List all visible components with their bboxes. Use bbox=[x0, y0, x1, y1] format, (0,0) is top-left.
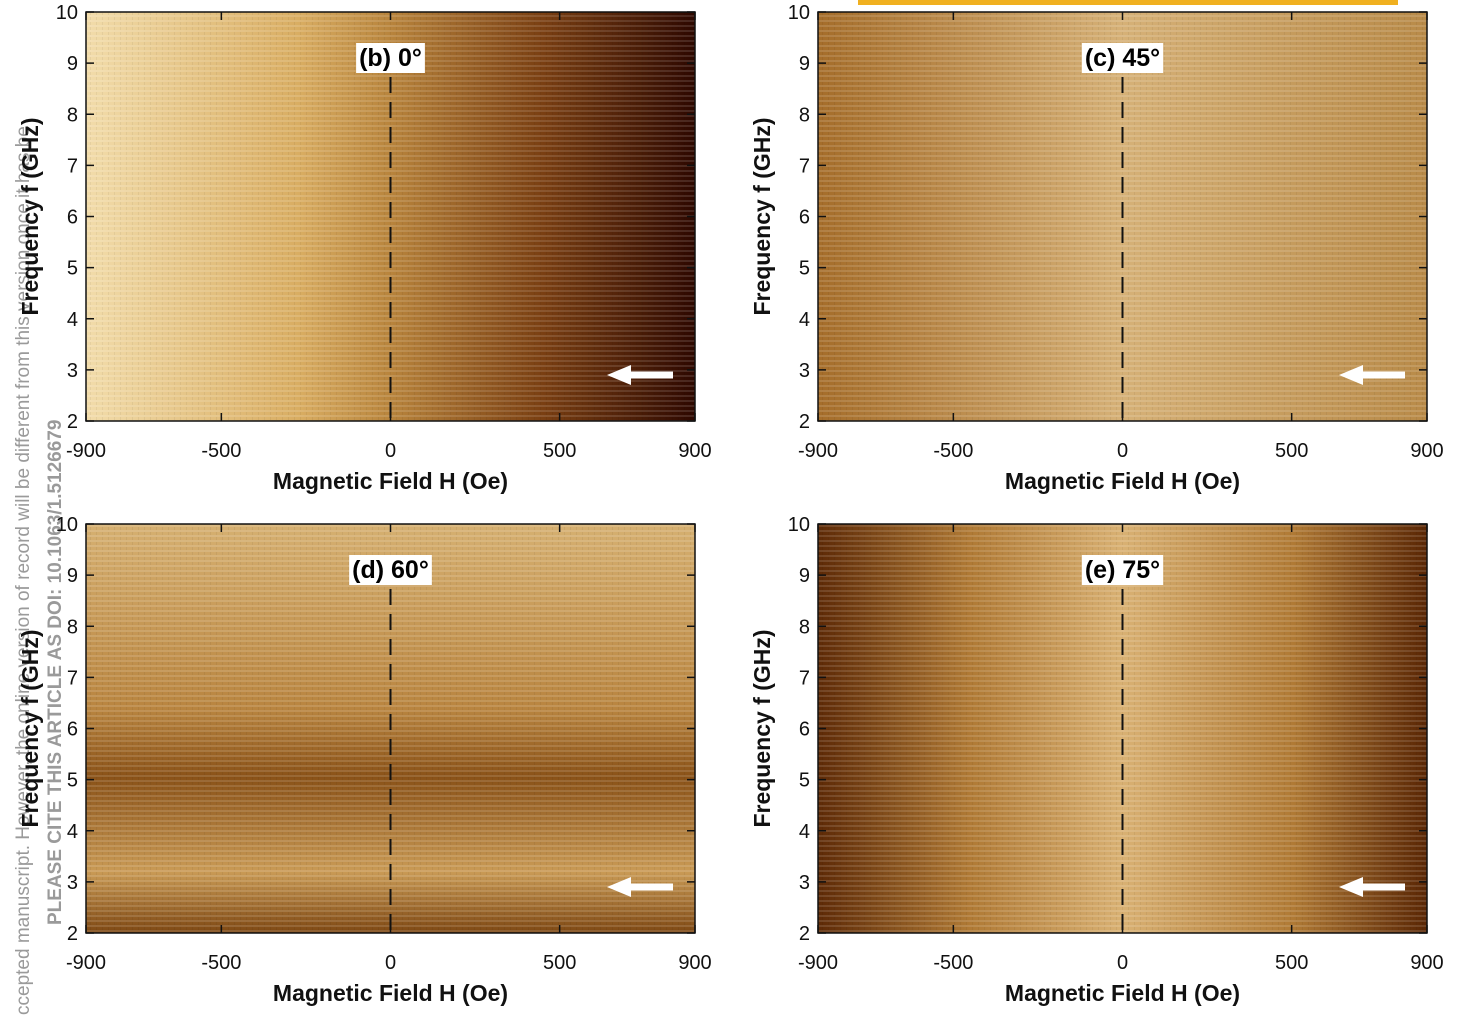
y-tick-label: 3 bbox=[67, 360, 78, 382]
x-tick-label: -900 bbox=[66, 440, 106, 462]
y-tick-label: 7 bbox=[799, 667, 810, 689]
y-tick-label: 4 bbox=[67, 821, 78, 843]
y-tick-label: 5 bbox=[799, 770, 810, 792]
cut-banner bbox=[858, 0, 1398, 5]
direction-arrowhead bbox=[607, 365, 631, 385]
y-tick-label: 2 bbox=[799, 411, 810, 433]
y-tick-label: 7 bbox=[799, 155, 810, 177]
x-tick-label: -500 bbox=[201, 440, 241, 462]
y-tick-label: 10 bbox=[788, 2, 810, 24]
y-tick-label: 6 bbox=[799, 719, 810, 741]
y-tick-label: 7 bbox=[67, 667, 78, 689]
x-axis-label: Magnetic Field H (Oe) bbox=[1005, 468, 1240, 494]
panel-title: (e) 75° bbox=[1085, 556, 1160, 584]
y-tick-label: 5 bbox=[67, 770, 78, 792]
direction-arrowhead bbox=[1339, 877, 1363, 897]
x-tick-label: 0 bbox=[385, 952, 396, 974]
y-tick-label: 9 bbox=[799, 53, 810, 75]
x-tick-label: -900 bbox=[66, 952, 106, 974]
y-tick-label: 5 bbox=[67, 258, 78, 280]
panel-title: (d) 60° bbox=[352, 556, 429, 584]
y-tick-label: 6 bbox=[67, 207, 78, 229]
y-axis-label: Frequency f (GHz) bbox=[17, 117, 43, 315]
x-tick-label: 900 bbox=[1410, 440, 1443, 462]
x-tick-label: 0 bbox=[1117, 952, 1128, 974]
x-axis-label: Magnetic Field H (Oe) bbox=[1005, 980, 1240, 1006]
x-axis-label: Magnetic Field H (Oe) bbox=[273, 468, 508, 494]
x-tick-label: 0 bbox=[1117, 440, 1128, 462]
x-tick-label: 900 bbox=[678, 440, 711, 462]
y-tick-label: 10 bbox=[56, 2, 78, 24]
x-tick-label: 500 bbox=[543, 440, 576, 462]
y-axis-label: Frequency f (GHz) bbox=[17, 629, 43, 827]
title-box bbox=[1081, 43, 1164, 73]
y-axis-label: Frequency f (GHz) bbox=[749, 629, 775, 827]
x-axis-label: Magnetic Field H (Oe) bbox=[273, 980, 508, 1006]
y-tick-label: 8 bbox=[67, 616, 78, 638]
x-tick-label: 500 bbox=[1275, 952, 1308, 974]
y-tick-label: 4 bbox=[799, 309, 810, 331]
y-tick-label: 3 bbox=[67, 872, 78, 894]
x-tick-label: -500 bbox=[201, 952, 241, 974]
y-axis-label: Frequency f (GHz) bbox=[749, 117, 775, 315]
direction-arrowhead bbox=[607, 877, 631, 897]
x-tick-label: 500 bbox=[543, 952, 576, 974]
y-tick-label: 5 bbox=[799, 258, 810, 280]
y-tick-label: 9 bbox=[799, 565, 810, 587]
y-tick-label: 9 bbox=[67, 565, 78, 587]
title-box bbox=[349, 555, 432, 585]
y-tick-label: 9 bbox=[67, 53, 78, 75]
y-tick-label: 2 bbox=[799, 923, 810, 945]
y-tick-label: 10 bbox=[56, 514, 78, 536]
y-tick-label: 8 bbox=[799, 616, 810, 638]
y-tick-label: 7 bbox=[67, 155, 78, 177]
panel-title: (c) 45° bbox=[1085, 44, 1160, 72]
y-tick-label: 3 bbox=[799, 872, 810, 894]
x-tick-label: -900 bbox=[798, 952, 838, 974]
direction-arrowhead bbox=[1339, 365, 1363, 385]
y-tick-label: 4 bbox=[799, 821, 810, 843]
watermark-doi: PLEASE CITE THIS ARTICLE AS DOI: 10.1063… bbox=[45, 420, 66, 925]
x-tick-label: 500 bbox=[1275, 440, 1308, 462]
x-tick-label: 900 bbox=[678, 952, 711, 974]
title-box bbox=[1081, 555, 1164, 585]
y-tick-label: 10 bbox=[788, 514, 810, 536]
x-tick-label: -500 bbox=[933, 440, 973, 462]
panel-title: (b) 0° bbox=[359, 44, 422, 72]
watermark: ccepted manuscript. However, the online … bbox=[13, 126, 34, 1015]
x-tick-label: 0 bbox=[385, 440, 396, 462]
y-tick-label: 6 bbox=[67, 719, 78, 741]
y-tick-label: 2 bbox=[67, 411, 78, 433]
y-tick-label: 8 bbox=[67, 104, 78, 126]
x-tick-label: 900 bbox=[1410, 952, 1443, 974]
x-tick-label: -500 bbox=[933, 952, 973, 974]
y-tick-label: 4 bbox=[67, 309, 78, 331]
x-tick-label: -900 bbox=[798, 440, 838, 462]
title-box bbox=[356, 43, 425, 73]
y-tick-label: 3 bbox=[799, 360, 810, 382]
y-tick-label: 2 bbox=[67, 923, 78, 945]
y-tick-label: 6 bbox=[799, 207, 810, 229]
y-tick-label: 8 bbox=[799, 104, 810, 126]
